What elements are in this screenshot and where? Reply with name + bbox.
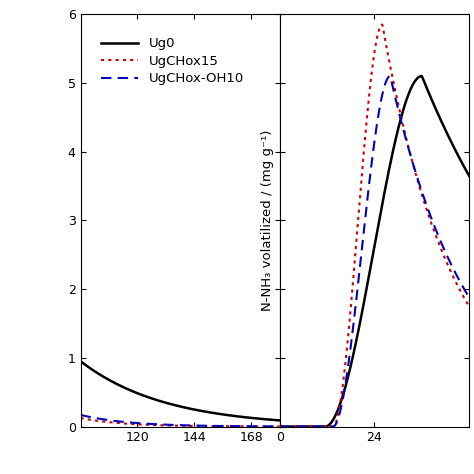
Legend: Ug0, UgCHox15, UgCHox-OH10: Ug0, UgCHox15, UgCHox-OH10: [97, 33, 248, 89]
Y-axis label: N-NH₃ volatilized / (mg g⁻¹): N-NH₃ volatilized / (mg g⁻¹): [261, 130, 274, 311]
